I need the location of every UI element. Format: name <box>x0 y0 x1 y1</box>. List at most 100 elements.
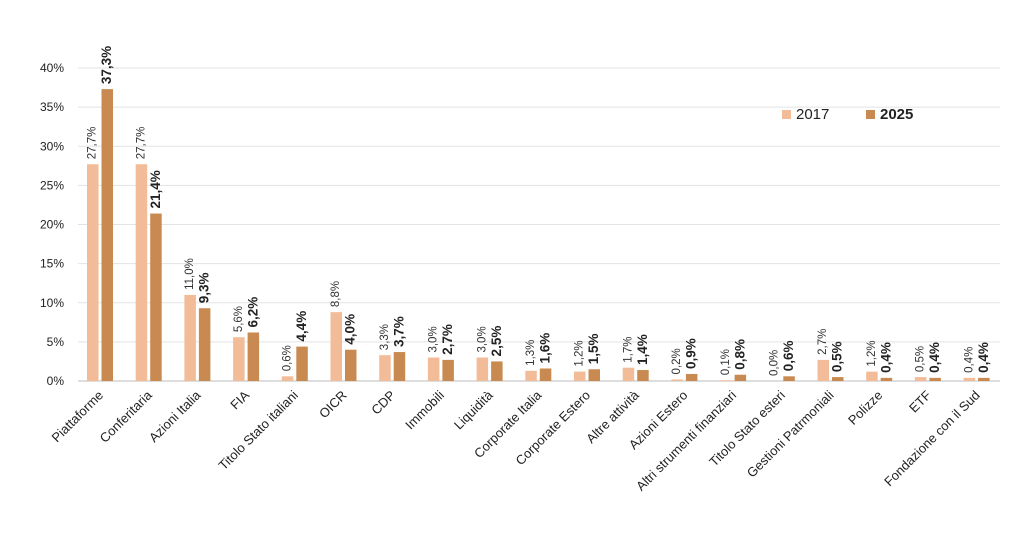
bar-2025 <box>783 376 795 381</box>
x-tick-label: CDP <box>368 388 398 418</box>
data-label-2017: 2,7% <box>817 329 829 355</box>
data-labels: 27,7%37,3%27,7%21,4%11,0% 9,3%5,6% 6,2%0,6… <box>87 46 991 376</box>
x-tick-label: Liquidità <box>451 387 496 432</box>
y-tick-label: 5% <box>47 335 65 349</box>
bar-2025 <box>393 352 406 381</box>
bar-2017 <box>379 355 391 381</box>
bar-2025 <box>442 359 454 381</box>
data-label-2017: 27,7% <box>135 127 147 160</box>
y-tick-label: 40% <box>40 61 64 75</box>
data-label-2017: 1,2% <box>574 340 586 366</box>
bar-2025 <box>539 368 552 381</box>
bar-2017 <box>233 337 245 381</box>
data-label-2025: 0,4% <box>878 342 893 373</box>
x-tick-label: Azioni Italia <box>146 387 204 445</box>
bar-2017 <box>135 164 148 381</box>
y-tick-label: 15% <box>40 257 64 271</box>
y-tick-label: 20% <box>40 218 64 232</box>
x-tick-label: Conferitaria <box>97 387 156 446</box>
data-label-2025: 0,9% <box>684 338 699 369</box>
bar-2025 <box>685 373 698 381</box>
bar-2025 <box>832 377 844 381</box>
y-tick-label: 25% <box>40 178 64 192</box>
bar-2025 <box>345 349 357 381</box>
x-tick-label: Immobili <box>402 387 447 432</box>
data-label-2017: 3,0% <box>428 326 440 352</box>
bar-2025 <box>101 89 113 381</box>
data-label-2025: 4,4% <box>294 311 309 342</box>
bar-2025 <box>637 370 649 381</box>
bar-2025 <box>296 346 308 381</box>
bar-2025 <box>978 377 990 381</box>
bar-2017 <box>281 376 294 381</box>
bar-2017 <box>671 379 683 381</box>
x-tick-label: Fondazione con il Sud <box>881 388 983 490</box>
data-label-2025: 37,3% <box>99 46 114 84</box>
bar-2017 <box>622 367 635 381</box>
bar-2017 <box>574 371 586 381</box>
bar-2025 <box>247 332 260 381</box>
bar-2025 <box>150 213 162 381</box>
data-label-2025: 1,6% <box>538 333 553 364</box>
y-axis: 0% 5% 10% 15% 20% 25% 30% 35% 40% <box>40 61 64 388</box>
data-label-2017: 11,0% <box>184 258 196 290</box>
bar-2025 <box>198 308 211 381</box>
data-label-2025: 2,5% <box>489 326 504 357</box>
bar-2017 <box>817 359 829 381</box>
bar-2025 <box>491 361 503 381</box>
data-label-2017: 0,6% <box>282 345 294 371</box>
bar-2017 <box>963 377 976 381</box>
data-label-2017: 0,1% <box>720 349 732 375</box>
data-label-2025: 2,7% <box>440 324 455 355</box>
data-label-2017: 3,0% <box>476 326 488 352</box>
bar-2017 <box>914 377 927 381</box>
y-tick-label: 0% <box>47 374 65 388</box>
bars <box>87 89 990 381</box>
data-label-2017: 0,0% <box>769 350 781 376</box>
bar-2017 <box>866 371 878 381</box>
bar-2017 <box>87 164 99 381</box>
data-label-2025: 21,4% <box>148 170 163 208</box>
legend-label: 2017 <box>796 106 829 123</box>
legend-swatch <box>866 110 875 119</box>
data-label-2017: 1,2% <box>866 340 878 366</box>
bar-2017 <box>427 357 440 381</box>
data-label-2017: 1,7% <box>622 336 634 362</box>
data-label-2017: 0,5% <box>915 346 927 372</box>
x-tick-label: FIA <box>227 387 252 412</box>
y-tick-label: 10% <box>40 296 64 310</box>
x-tick-label: Gestioni Patrmoniali <box>744 387 837 480</box>
bar-2025 <box>880 377 893 381</box>
bar-2025 <box>734 374 747 381</box>
bar-2025 <box>929 377 941 381</box>
data-label-2025: 1,4% <box>635 334 650 365</box>
legend-label: 2025 <box>880 106 913 123</box>
data-label-2025: 0,8% <box>732 339 747 370</box>
legend-swatch <box>782 110 791 119</box>
data-label-2025: 6,2% <box>245 297 260 328</box>
data-label-2025: 0,6% <box>781 341 796 372</box>
data-label-2025: 0,5% <box>830 341 845 372</box>
legend: 2017 2025 <box>782 106 913 123</box>
bar-2017 <box>330 312 342 381</box>
data-label-2017: 0,2% <box>671 348 683 374</box>
data-label-2017: 5,6% <box>233 306 245 332</box>
bar-2017 <box>476 357 489 381</box>
data-label-2025: 0,4% <box>976 342 991 373</box>
data-label-2017: 27,7% <box>87 127 99 160</box>
x-tick-label: Polizze <box>845 388 885 428</box>
data-label-2017: 0,4% <box>963 347 975 373</box>
x-tick-label: OICR <box>316 388 350 422</box>
data-label-2025: 9,3% <box>197 272 212 303</box>
data-label-2025: 4,0% <box>343 314 358 345</box>
data-label-2017: 3,3% <box>379 324 391 350</box>
bar-2017 <box>525 370 537 381</box>
data-label-2025: 1,5% <box>586 333 601 364</box>
y-tick-label: 30% <box>40 139 64 153</box>
data-label-2017: 1,3% <box>525 340 537 366</box>
x-tick-label: ETF <box>906 387 934 415</box>
gridlines <box>78 67 1000 382</box>
data-label-2025: 0,4% <box>927 342 942 373</box>
